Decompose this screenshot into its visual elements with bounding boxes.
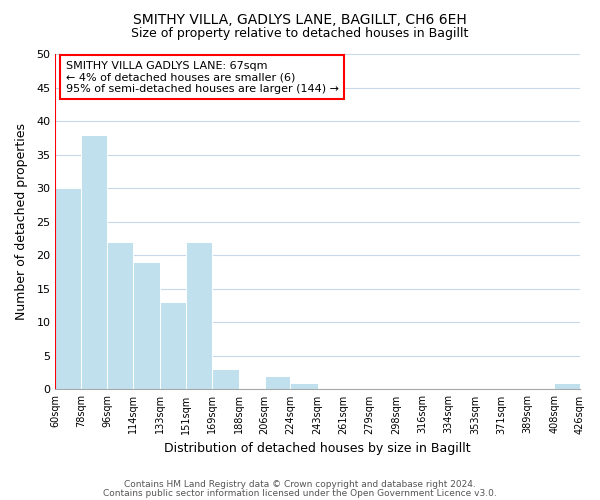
Text: Contains public sector information licensed under the Open Government Licence v3: Contains public sector information licen… [103, 488, 497, 498]
Bar [133, 262, 160, 390]
Text: Size of property relative to detached houses in Bagillt: Size of property relative to detached ho… [131, 28, 469, 40]
Bar [186, 242, 212, 390]
Bar [212, 370, 239, 390]
Bar [81, 134, 107, 390]
Text: SMITHY VILLA GADLYS LANE: 67sqm
← 4% of detached houses are smaller (6)
95% of s: SMITHY VILLA GADLYS LANE: 67sqm ← 4% of … [66, 60, 339, 94]
Bar [107, 242, 133, 390]
Bar [290, 382, 317, 390]
Text: Contains HM Land Registry data © Crown copyright and database right 2024.: Contains HM Land Registry data © Crown c… [124, 480, 476, 489]
Bar [265, 376, 290, 390]
Y-axis label: Number of detached properties: Number of detached properties [15, 123, 28, 320]
Text: SMITHY VILLA, GADLYS LANE, BAGILLT, CH6 6EH: SMITHY VILLA, GADLYS LANE, BAGILLT, CH6 … [133, 12, 467, 26]
Bar [554, 382, 580, 390]
Bar [160, 302, 186, 390]
X-axis label: Distribution of detached houses by size in Bagillt: Distribution of detached houses by size … [164, 442, 471, 455]
Bar [55, 188, 81, 390]
